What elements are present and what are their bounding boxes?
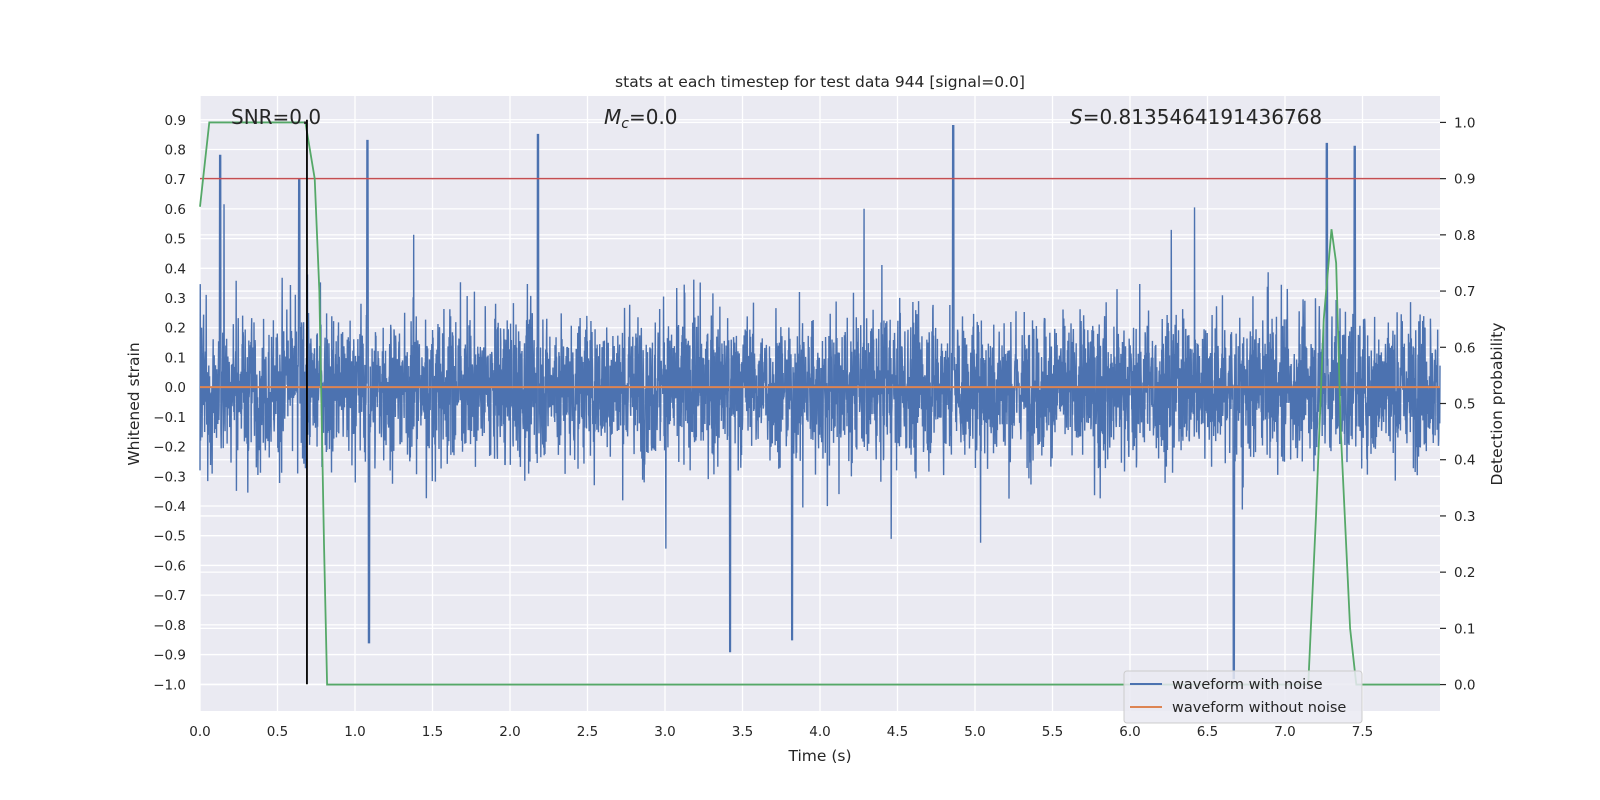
y-tick-label: −0.5 bbox=[153, 529, 186, 545]
x-tick-label: 4.5 bbox=[887, 724, 908, 740]
y2-axis-label: Detection probability bbox=[1488, 323, 1506, 486]
y-tick-label: −0.4 bbox=[153, 499, 186, 515]
legend-label-waveform-with-noise: waveform with noise bbox=[1172, 677, 1323, 693]
y2-tick-label: 0.8 bbox=[1454, 228, 1475, 244]
y2-tick-label: 0.2 bbox=[1454, 565, 1475, 581]
y-tick-label: −0.1 bbox=[153, 410, 186, 426]
annotation-mc: Mc=0.0 bbox=[604, 105, 678, 132]
legend-label-waveform-without-noise: waveform without noise bbox=[1172, 700, 1346, 716]
y-tick-label: 0.3 bbox=[165, 291, 186, 307]
x-tick-label: 3.5 bbox=[732, 724, 753, 740]
y2-tick-label: 0.4 bbox=[1454, 453, 1475, 469]
x-tick-label: 6.0 bbox=[1119, 724, 1140, 740]
y-tick-label: −0.2 bbox=[153, 440, 186, 456]
detection-probability-line bbox=[199, 121, 1440, 686]
y-tick-label: 0.0 bbox=[165, 380, 186, 396]
y2-tick-label: 0.9 bbox=[1454, 172, 1475, 188]
y-tick-label: −0.9 bbox=[153, 648, 186, 664]
x-tick-label: 4.0 bbox=[809, 724, 830, 740]
annotation-s: S=0.8135464191436768 bbox=[1070, 105, 1322, 129]
annotation-mc-symbol: M bbox=[604, 105, 621, 129]
y-tick-label: 0.2 bbox=[165, 321, 186, 337]
y2-tick-label: 0.7 bbox=[1454, 284, 1475, 300]
y-tick-label: 0.5 bbox=[165, 232, 186, 248]
x-tick-label: 1.0 bbox=[344, 724, 365, 740]
y2-tick-label: 0.3 bbox=[1454, 509, 1475, 525]
y-tick-label: 0.6 bbox=[165, 202, 186, 218]
y2-tick-label: 0.5 bbox=[1454, 397, 1475, 413]
x-tick-label: 2.0 bbox=[499, 724, 520, 740]
y-axis-label: Whitened strain bbox=[125, 342, 143, 465]
x-tick-label: 3.0 bbox=[654, 724, 675, 740]
y-tick-label: 0.7 bbox=[165, 172, 186, 188]
x-tick-label: 5.0 bbox=[964, 724, 985, 740]
x-tick-label: 5.5 bbox=[1042, 724, 1063, 740]
y-tick-label: −0.8 bbox=[153, 618, 186, 634]
y2-tick-label: 1.0 bbox=[1454, 115, 1475, 131]
annotation-snr: SNR=0.0 bbox=[231, 105, 321, 129]
y-tick-label: −0.6 bbox=[153, 558, 186, 574]
legend-box bbox=[1123, 670, 1363, 724]
x-tick-label: 0.0 bbox=[189, 724, 210, 740]
y2-tick-label: 0.1 bbox=[1454, 621, 1475, 637]
tick-labels: 0.0 0.5 1.0 1.5 2.0 2.5 3.0 3.5 4.0 4.5 5.0 5.5 6.0 6… bbox=[153, 113, 1475, 740]
y-tick-label: −0.3 bbox=[153, 469, 186, 485]
chart-title: stats at each timestep for test data 944… bbox=[615, 73, 1025, 91]
x-axis-label: Time (s) bbox=[787, 747, 851, 765]
x-tick-label: 7.5 bbox=[1352, 724, 1373, 740]
annotation-mc-sub: c bbox=[621, 116, 629, 132]
x-tick-label: 1.5 bbox=[422, 724, 443, 740]
y-tick-label: −0.7 bbox=[153, 588, 186, 604]
y2-tick-label: 0.0 bbox=[1454, 678, 1475, 694]
annotation-s-value: =0.8135464191436768 bbox=[1083, 105, 1322, 129]
annotation-mc-value: =0.0 bbox=[629, 105, 678, 129]
y-tick-label: 0.8 bbox=[165, 142, 186, 158]
y-tick-label: 0.9 bbox=[165, 113, 186, 129]
annotation-s-symbol: S bbox=[1070, 105, 1083, 129]
y2-tick-label: 0.6 bbox=[1454, 340, 1475, 356]
x-tick-label: 2.5 bbox=[577, 724, 598, 740]
legend: waveform with noise waveform without noi… bbox=[1123, 670, 1363, 724]
y-tick-label: 0.4 bbox=[165, 261, 186, 277]
x-tick-label: 0.5 bbox=[267, 724, 288, 740]
y-tick-label: −1.0 bbox=[153, 677, 186, 693]
y-tick-label: 0.1 bbox=[165, 350, 186, 366]
x-tick-label: 6.5 bbox=[1197, 724, 1218, 740]
series-lines bbox=[199, 119, 1440, 686]
x-tick-label: 7.0 bbox=[1274, 724, 1295, 740]
